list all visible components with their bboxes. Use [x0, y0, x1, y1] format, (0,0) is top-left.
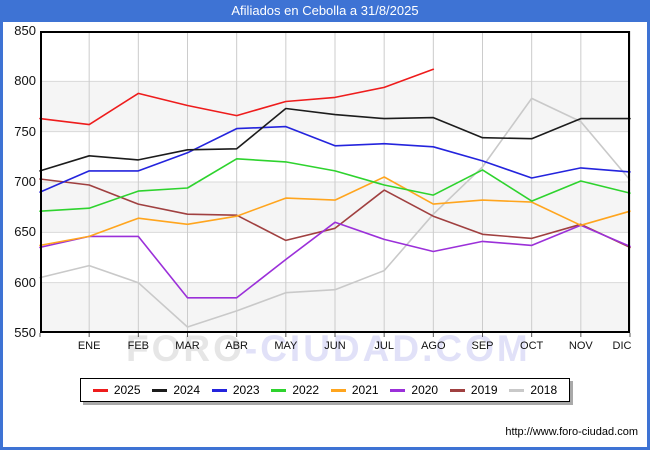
legend-item-2020[interactable]: 2020: [390, 383, 438, 397]
y-axis-label-700: 700: [14, 174, 36, 189]
chart-canvas: [39, 31, 631, 337]
x-axis-label-ago: AGO: [421, 340, 446, 352]
x-axis-label-mar: MAR: [175, 340, 200, 352]
legend-item-2024[interactable]: 2024: [152, 383, 200, 397]
series-line-2021: [39, 176, 631, 247]
watermark: FORO-CIUDAD.COM: [126, 328, 531, 370]
x-axis-label-oct: OCT: [520, 340, 544, 352]
legend-item-2019[interactable]: 2019: [449, 383, 498, 397]
series-line-2024: [39, 107, 631, 172]
x-axis-label-jul: JUL: [374, 340, 394, 352]
legend-swatch-2022: [271, 388, 287, 392]
legend-swatch-2019: [449, 388, 465, 392]
x-axis-label-may: MAY: [274, 340, 298, 352]
title-bar: Afiliados en Cebolla a 31/8/2025: [0, 0, 650, 22]
series-line-2019: [39, 178, 631, 249]
y-axis-label-600: 600: [14, 274, 36, 290]
legend-swatch-2018: [509, 388, 525, 392]
footer-url-link[interactable]: http://www.foro-ciudad.com: [505, 426, 638, 438]
legend-item-2018[interactable]: 2018: [509, 383, 557, 397]
y-axis-label-750: 750: [14, 123, 36, 139]
legend-item-2023[interactable]: 2023: [211, 383, 260, 397]
series-line-2025: [39, 68, 435, 126]
x-axis-label-feb: FEB: [127, 340, 150, 352]
legend-box: 2025 2024 2023 2022 2021 2020 2019 2018: [80, 378, 570, 402]
series-line-2023: [39, 125, 631, 193]
legend-swatch-2025: [92, 388, 108, 392]
legend-item-2021[interactable]: 2021: [330, 383, 379, 397]
legend-label-2021: 2021: [351, 383, 379, 397]
watermark-part2: -CIUDAD.COM: [244, 328, 531, 369]
legend-label-2023: 2023: [232, 383, 260, 397]
legend-label-2018: 2018: [530, 383, 558, 397]
legend-swatch-2020: [390, 388, 406, 392]
series-line-2018: [39, 97, 631, 328]
legend-item-2025[interactable]: 2025: [92, 383, 141, 397]
y-axis-label-650: 650: [14, 224, 36, 240]
plot-border: [40, 31, 630, 333]
x-axis-label-nov: NOV: [568, 340, 593, 352]
plot-area: [39, 31, 631, 337]
series-line-2020: [39, 221, 631, 299]
legend-swatch-2024: [152, 388, 168, 392]
y-axis-label-850: 850: [14, 23, 36, 38]
watermark-part1: FORO: [126, 328, 245, 369]
x-axis-label-sep: SEP: [471, 340, 494, 352]
y-axis-label-800: 800: [14, 73, 36, 89]
legend-label-2019: 2019: [470, 383, 498, 397]
x-axis-label-dic: DIC: [612, 340, 632, 352]
legend-label-2022: 2022: [292, 383, 320, 397]
legend-swatch-2023: [211, 388, 227, 392]
legend-swatch-2021: [330, 388, 346, 392]
legend-item-2022[interactable]: 2022: [271, 383, 319, 397]
x-axis-label-abr: ABR: [225, 340, 248, 352]
y-axis-label-550: 550: [14, 325, 36, 340]
x-axis-label-ene: ENE: [77, 340, 101, 352]
legend-label-2024: 2024: [173, 383, 201, 397]
x-axis-label-jun: JUN: [324, 340, 346, 352]
chart-title: Afiliados en Cebolla a 31/8/2025: [231, 3, 419, 18]
legend-label-2025: 2025: [113, 383, 141, 397]
legend-label-2020: 2020: [411, 383, 439, 397]
series-line-2022: [39, 158, 631, 212]
